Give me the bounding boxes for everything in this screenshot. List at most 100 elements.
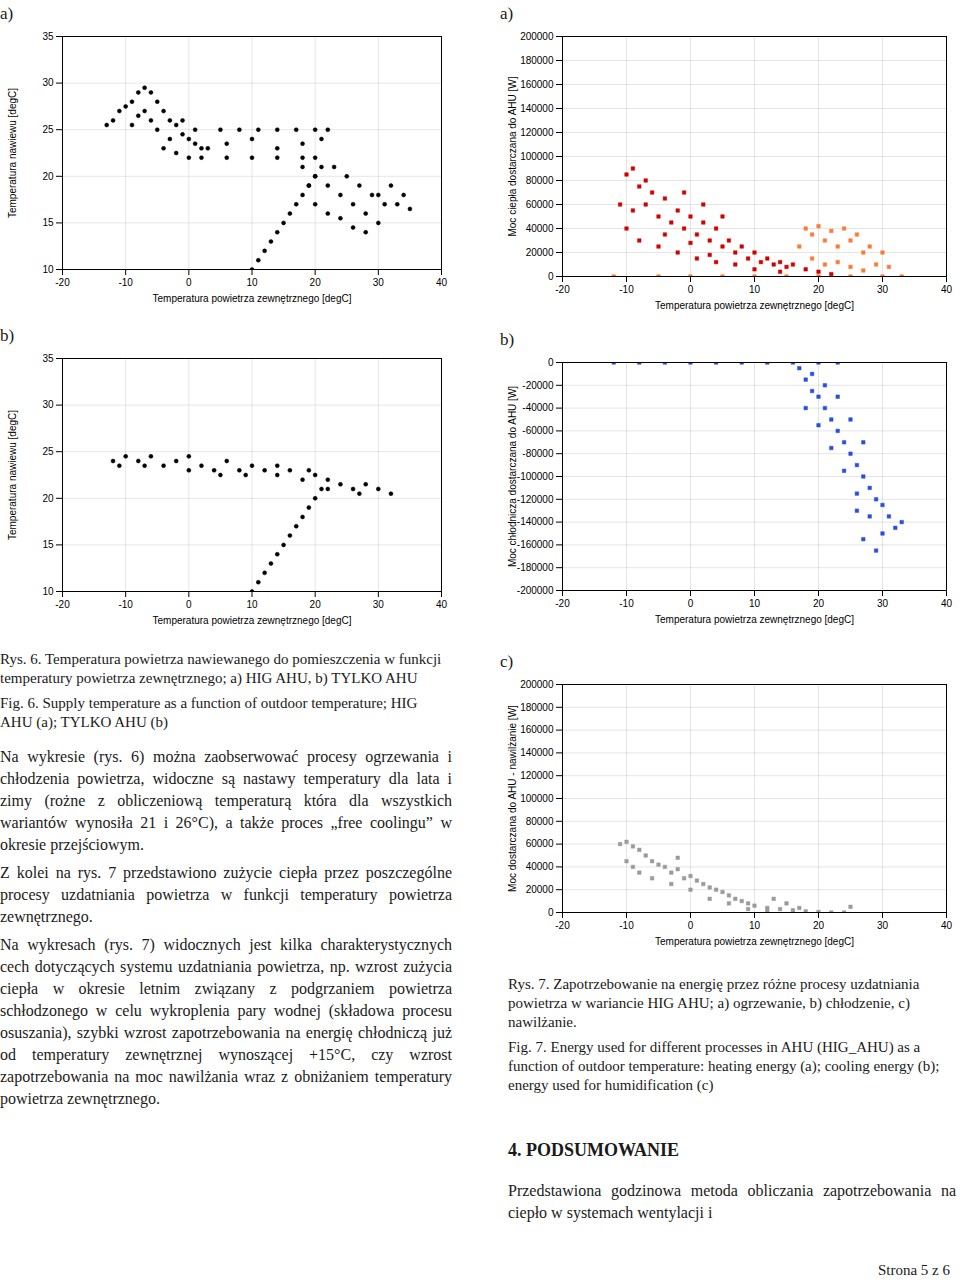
- svg-text:0: 0: [548, 271, 554, 282]
- html-text:Na wykresie (rys. 6) można zao: Na wykresie (rys. 6) można zaobserwować …: [0, 748, 452, 853]
- svg-text:200000: 200000: [520, 31, 554, 42]
- svg-text:-60000: -60000: [522, 425, 554, 436]
- svg-text:Temperatura powietrza zewnętrz: Temperatura powietrza zewnętrznego [degC…: [153, 293, 352, 304]
- svg-text:-20: -20: [555, 598, 570, 609]
- svg-text:30: 30: [373, 277, 385, 288]
- svg-text:30: 30: [42, 399, 54, 410]
- svg-text:40: 40: [941, 920, 953, 931]
- svg-text:-20: -20: [55, 599, 70, 610]
- html-text:Przedstawiona godzinowa metoda: Przedstawiona godzinowa metoda obliczani…: [508, 1182, 956, 1221]
- html-text:Fig. 7. Energy used for differ: Fig. 7. Energy used for different proces…: [508, 1039, 940, 1093]
- svg-text:-20: -20: [55, 277, 70, 288]
- svg-text:Temperatura powietrza zewnętrz: Temperatura powietrza zewnętrznego [degC…: [655, 300, 854, 311]
- svg-text:100000: 100000: [520, 151, 554, 162]
- svg-text:40000: 40000: [526, 223, 554, 234]
- svg-text:35: 35: [42, 31, 54, 42]
- html-text:Rys. 6. Temperatura powietrza: Rys. 6. Temperatura powietrza nawiewaneg…: [0, 651, 442, 686]
- svg-text:160000: 160000: [520, 724, 554, 735]
- html-text:Na wykresach (rys. 7) widoczny: Na wykresach (rys. 7) widocznych jest ki…: [0, 936, 452, 1107]
- svg-text:-140000: -140000: [517, 516, 554, 527]
- svg-text:Temperatura nawiewu [degC]: Temperatura nawiewu [degC]: [7, 88, 18, 218]
- svg-text:30: 30: [373, 599, 385, 610]
- svg-text:20000: 20000: [526, 247, 554, 258]
- svg-text:25: 25: [42, 124, 54, 135]
- svg-text:20: 20: [813, 598, 825, 609]
- svg-text:10: 10: [749, 920, 761, 931]
- svg-text:10: 10: [749, 598, 761, 609]
- svg-text:30: 30: [42, 77, 54, 88]
- svg-text:10: 10: [749, 284, 761, 295]
- html-text:Strona 5 z 6: Strona 5 z 6: [877, 1262, 950, 1278]
- svg-text:25: 25: [42, 446, 54, 457]
- svg-text:35: 35: [42, 353, 54, 364]
- svg-text:0: 0: [688, 284, 694, 295]
- svg-text:30: 30: [877, 598, 889, 609]
- svg-text:20: 20: [310, 277, 322, 288]
- svg-text:30: 30: [877, 284, 889, 295]
- svg-text:15: 15: [42, 217, 54, 228]
- svg-text:-10: -10: [118, 277, 133, 288]
- svg-text:10: 10: [246, 277, 258, 288]
- svg-text:180000: 180000: [520, 55, 554, 66]
- svg-text:10: 10: [42, 586, 54, 597]
- svg-text:200000: 200000: [520, 679, 554, 690]
- svg-text:Temperatura powietrza zewnętrz: Temperatura powietrza zewnętrznego [degC…: [655, 614, 854, 625]
- svg-text:10: 10: [246, 599, 258, 610]
- svg-text:80000: 80000: [526, 175, 554, 186]
- svg-text:Temperatura powietrza zewnętrz: Temperatura powietrza zewnętrznego [degC…: [655, 936, 854, 947]
- html-text:Fig. 6. Supply temperature as: Fig. 6. Supply temperature as a function…: [0, 695, 418, 730]
- svg-text:-10: -10: [118, 599, 133, 610]
- svg-text:120000: 120000: [520, 127, 554, 138]
- svg-text:140000: 140000: [520, 103, 554, 114]
- svg-text:40: 40: [436, 599, 448, 610]
- svg-text:Temperatura powietrza zewnętrz: Temperatura powietrza zewnętrznego [degC…: [153, 615, 352, 626]
- svg-text:0: 0: [548, 357, 554, 368]
- svg-text:20: 20: [42, 493, 54, 504]
- svg-text:-20: -20: [555, 284, 570, 295]
- svg-text:0: 0: [688, 920, 694, 931]
- svg-text:20: 20: [310, 599, 322, 610]
- svg-text:100000: 100000: [520, 793, 554, 804]
- svg-text:-100000: -100000: [517, 471, 554, 482]
- svg-text:60000: 60000: [526, 838, 554, 849]
- svg-text:60000: 60000: [526, 199, 554, 210]
- svg-text:20000: 20000: [526, 884, 554, 895]
- svg-text:Moc ciepła dostarczana do AHU: Moc ciepła dostarczana do AHU [W]: [507, 76, 518, 236]
- svg-text:120000: 120000: [520, 770, 554, 781]
- svg-text:-40000: -40000: [522, 402, 554, 413]
- svg-text:-20000: -20000: [522, 380, 554, 391]
- svg-text:180000: 180000: [520, 702, 554, 713]
- svg-text:140000: 140000: [520, 747, 554, 758]
- html-text:Z kolei na rys. 7 przedstawion: Z kolei na rys. 7 przedstawiono zużycie …: [0, 864, 452, 925]
- svg-text:Moc chłodnicza dostarczana do: Moc chłodnicza dostarczana do AHU [W]: [507, 386, 518, 567]
- svg-text:40000: 40000: [526, 861, 554, 872]
- svg-text:40: 40: [941, 284, 953, 295]
- svg-text:-180000: -180000: [517, 562, 554, 573]
- svg-text:20: 20: [813, 284, 825, 295]
- svg-text:40: 40: [436, 277, 448, 288]
- svg-text:15: 15: [42, 539, 54, 550]
- svg-text:-10: -10: [619, 920, 634, 931]
- svg-text:20: 20: [813, 920, 825, 931]
- svg-text:20: 20: [42, 171, 54, 182]
- svg-text:-200000: -200000: [517, 585, 554, 596]
- html-text:4. PODSUMOWANIE: 4. PODSUMOWANIE: [508, 1140, 679, 1160]
- svg-text:-80000: -80000: [522, 448, 554, 459]
- svg-text:30: 30: [877, 920, 889, 931]
- svg-text:0: 0: [186, 599, 192, 610]
- svg-text:10: 10: [42, 264, 54, 275]
- svg-text:0: 0: [548, 907, 554, 918]
- svg-text:-10: -10: [619, 284, 634, 295]
- svg-text:40: 40: [941, 598, 953, 609]
- svg-text:-160000: -160000: [517, 539, 554, 550]
- svg-text:-20: -20: [555, 920, 570, 931]
- svg-text:Moc dostarczana do AHU - nawil: Moc dostarczana do AHU - nawilżanie [W]: [507, 705, 518, 892]
- svg-text:160000: 160000: [520, 79, 554, 90]
- svg-text:0: 0: [688, 598, 694, 609]
- svg-text:80000: 80000: [526, 816, 554, 827]
- html-text:Rys. 7. Zapotrzebowanie na ene: Rys. 7. Zapotrzebowanie na energię przez…: [508, 976, 920, 1030]
- svg-text:0: 0: [186, 277, 192, 288]
- svg-text:Temperatura nawiewu [degC]: Temperatura nawiewu [degC]: [7, 410, 18, 540]
- svg-text:-120000: -120000: [517, 494, 554, 505]
- svg-text:-10: -10: [619, 598, 634, 609]
